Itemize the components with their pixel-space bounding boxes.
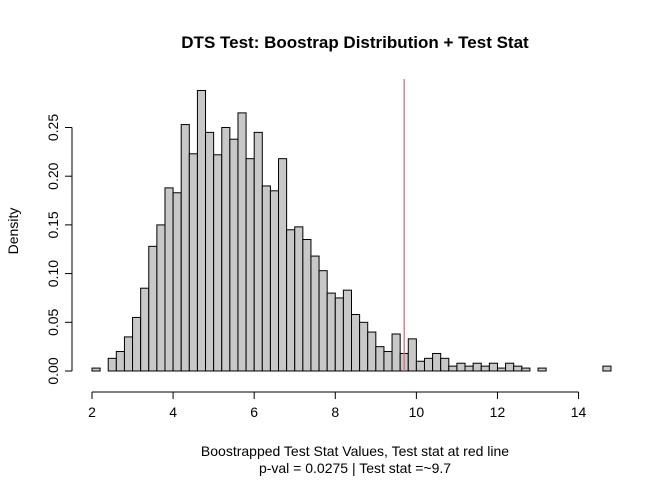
histogram-bar <box>221 127 231 372</box>
histogram-bars <box>91 89 612 372</box>
y-tick-label: 0.00 <box>45 357 61 384</box>
histogram-bar <box>480 365 490 372</box>
histogram-bar <box>472 362 482 372</box>
chart-title: DTS Test: Boostrap Distribution + Test S… <box>181 33 529 52</box>
x-axis-label: Boostrapped Test Stat Values, Test stat … <box>201 443 509 459</box>
histogram-bar <box>383 351 393 372</box>
y-tick-label: 0.25 <box>45 114 61 141</box>
histogram-bar <box>359 321 369 372</box>
histogram-bar <box>140 287 150 372</box>
histogram-bar <box>407 338 417 372</box>
histogram-bar <box>464 365 474 372</box>
histogram-bar <box>286 229 296 372</box>
histogram-bar <box>448 365 458 372</box>
histogram-bar <box>375 346 385 372</box>
x-tick-label: 4 <box>169 404 177 420</box>
histogram-bar <box>278 158 288 372</box>
x-tick-label: 8 <box>331 404 339 420</box>
histogram-bar <box>415 360 425 372</box>
y-axis-label: Density <box>5 208 21 255</box>
x-tick-label: 10 <box>409 404 425 420</box>
y-tick-label: 0.20 <box>45 162 61 189</box>
x-tick-label: 6 <box>250 404 258 420</box>
histogram-bar <box>164 187 174 372</box>
y-tick-label: 0.05 <box>45 308 61 335</box>
histogram-bar <box>505 362 515 372</box>
histogram-bar <box>172 192 182 372</box>
histogram-bar <box>91 367 101 372</box>
histogram-bar <box>391 333 401 372</box>
y-tick-label: 0.10 <box>45 260 61 287</box>
x-tick-label: 2 <box>88 404 96 420</box>
histogram-bar <box>326 292 336 372</box>
histogram-bar <box>107 357 117 372</box>
histogram-bar <box>205 131 215 372</box>
y-tick-label: 0.15 <box>45 211 61 238</box>
histogram-bar <box>367 331 377 372</box>
histogram-bar <box>513 365 523 372</box>
histogram-bar <box>318 270 328 372</box>
histogram-bar <box>302 239 312 372</box>
histogram-bar <box>188 153 198 372</box>
histogram-bar <box>310 255 320 372</box>
histogram-bar <box>156 224 166 372</box>
histogram-bar <box>351 314 361 372</box>
x-tick-label: 12 <box>490 404 506 420</box>
histogram-bar <box>115 351 125 372</box>
histogram-bar <box>123 336 134 372</box>
histogram-bar <box>196 89 207 372</box>
x-axis-subtitle: p-val = 0.0275 | Test stat =~9.7 <box>259 460 451 476</box>
histogram-bar <box>229 138 239 372</box>
histogram-bar <box>334 297 344 372</box>
histogram-bar <box>132 316 142 372</box>
histogram-bar <box>269 190 280 372</box>
histogram-bar <box>432 352 442 372</box>
histogram-bar <box>496 367 507 372</box>
histogram-bar <box>245 158 255 372</box>
histogram-bar <box>253 131 263 372</box>
histogram-bar <box>521 367 531 372</box>
histogram-bar <box>488 362 498 372</box>
x-axis: 2 4 6 8 10 12 14 <box>88 391 587 420</box>
histogram-bar <box>294 226 304 372</box>
histogram-bar <box>148 245 158 372</box>
histogram-bar <box>213 154 223 372</box>
histogram-bar <box>602 365 612 372</box>
histogram-bar <box>440 357 450 372</box>
histogram-bar <box>237 112 247 372</box>
histogram-bar <box>261 185 271 372</box>
histogram-bar <box>423 357 434 372</box>
histogram-bar <box>456 362 466 372</box>
histogram-bar <box>342 289 353 372</box>
histogram-bar <box>537 367 547 372</box>
x-tick-label: 14 <box>571 404 587 420</box>
y-axis: 0.00 0.05 0.10 0.15 0.20 0.25 <box>45 114 73 385</box>
histogram-bar <box>180 124 190 372</box>
